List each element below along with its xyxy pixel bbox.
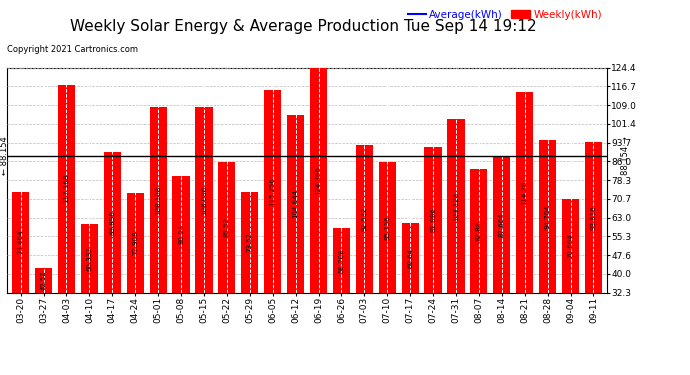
Text: 42.52: 42.52 — [41, 270, 46, 290]
Text: 85.52: 85.52 — [224, 217, 230, 237]
Bar — [402, 223, 419, 292]
Bar — [81, 224, 98, 292]
Bar — [218, 162, 235, 292]
Text: 92.532: 92.532 — [362, 207, 367, 231]
Text: 114.28: 114.28 — [522, 180, 528, 205]
Text: 73.52: 73.52 — [247, 232, 253, 252]
Text: 91.996: 91.996 — [430, 207, 436, 232]
Text: 72.908: 72.908 — [132, 231, 138, 255]
Text: 94.704: 94.704 — [544, 204, 551, 228]
Bar — [104, 152, 121, 292]
Text: 117.168: 117.168 — [63, 174, 70, 204]
Bar — [539, 140, 556, 292]
Bar — [516, 92, 533, 292]
Text: 89.896: 89.896 — [109, 210, 115, 234]
Bar — [356, 146, 373, 292]
Bar — [424, 147, 442, 292]
Bar — [585, 142, 602, 292]
Text: 80.04: 80.04 — [178, 224, 184, 244]
Text: ← 88.154: ← 88.154 — [0, 136, 9, 176]
Text: Copyright 2021 Cartronics.com: Copyright 2021 Cartronics.com — [7, 45, 138, 54]
Bar — [264, 90, 282, 292]
Bar — [58, 85, 75, 292]
Bar — [562, 199, 579, 292]
Text: 58.708: 58.708 — [338, 248, 344, 273]
Text: 70.664: 70.664 — [568, 233, 573, 258]
Bar — [150, 107, 167, 292]
Text: 88.154 →: 88.154 → — [621, 136, 630, 176]
Bar — [287, 115, 304, 292]
Bar — [195, 107, 213, 292]
Bar — [127, 193, 144, 292]
Text: Weekly Solar Energy & Average Production Tue Sep 14 19:12: Weekly Solar Energy & Average Production… — [70, 19, 537, 34]
Text: 115.256: 115.256 — [270, 177, 276, 206]
Bar — [310, 68, 327, 292]
Bar — [379, 162, 396, 292]
Text: 82.88: 82.88 — [476, 220, 482, 241]
Bar — [172, 176, 190, 292]
Text: 93.816: 93.816 — [591, 205, 596, 230]
Bar — [241, 192, 258, 292]
Bar — [471, 169, 487, 292]
Text: 87.664: 87.664 — [499, 213, 505, 237]
Text: 104.844: 104.844 — [293, 189, 299, 218]
Text: 85.736: 85.736 — [384, 215, 391, 240]
Bar — [447, 120, 464, 292]
Bar — [35, 267, 52, 292]
Bar — [333, 228, 350, 292]
Text: 60.332: 60.332 — [86, 246, 92, 271]
Text: 73.464: 73.464 — [18, 230, 23, 255]
Bar — [12, 192, 29, 292]
Text: 103.128: 103.128 — [453, 191, 459, 220]
Text: 60.64: 60.64 — [407, 248, 413, 268]
Text: 108.108: 108.108 — [155, 185, 161, 214]
Text: 124.396: 124.396 — [315, 165, 322, 195]
Text: 108.096: 108.096 — [201, 185, 207, 214]
Legend: Average(kWh), Weekly(kWh): Average(kWh), Weekly(kWh) — [408, 10, 602, 20]
Bar — [493, 157, 511, 292]
